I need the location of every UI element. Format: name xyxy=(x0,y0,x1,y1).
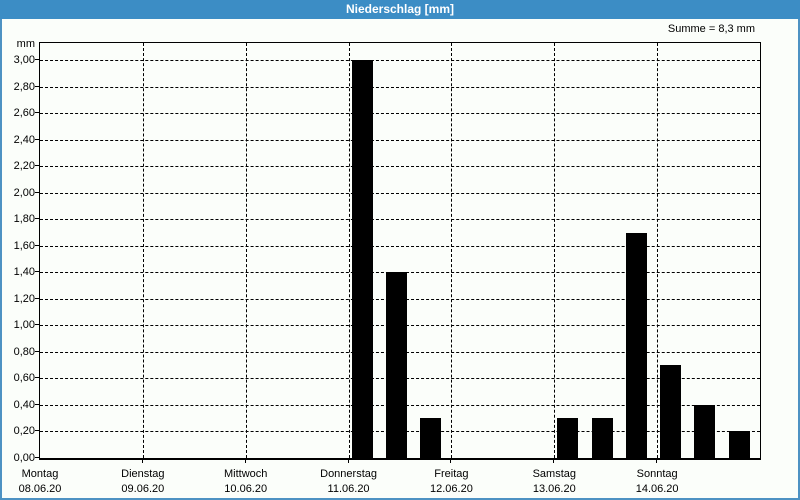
y-tick-label: 0,00 xyxy=(13,452,35,464)
y-tick-label: 0,20 xyxy=(13,425,35,438)
day-name: Mittwoch xyxy=(224,468,268,480)
y-tick-label: 1,60 xyxy=(13,239,35,252)
x-tick xyxy=(141,460,143,463)
y-tick-label: 1,40 xyxy=(13,266,35,279)
title-bar: Niederschlag [mm] xyxy=(0,0,800,19)
chart-title: Niederschlag [mm] xyxy=(345,2,455,16)
y-tick-label: 2,20 xyxy=(13,160,35,173)
day-name: Dienstag xyxy=(121,468,165,480)
y-tick xyxy=(35,191,39,193)
y-tick xyxy=(35,59,39,61)
v-gridline xyxy=(657,43,659,458)
y-tick xyxy=(35,457,39,458)
h-gridline xyxy=(40,166,760,168)
precipitation-bar xyxy=(694,404,716,458)
day-date: 13.06.20 xyxy=(532,483,576,495)
day-label: Freitag 12.06.20 xyxy=(430,467,473,497)
x-tick xyxy=(450,460,452,463)
day-date: 12.06.20 xyxy=(430,483,473,495)
y-tick xyxy=(35,377,39,379)
day-label: Samstag 13.06.20 xyxy=(533,467,576,497)
day-date: 14.06.20 xyxy=(635,483,679,495)
day-name: Sonntag xyxy=(636,468,678,480)
sum-annotation: Summe = 8,3 mm xyxy=(667,23,755,35)
v-gridline xyxy=(245,43,247,458)
h-gridline xyxy=(40,113,760,115)
precipitation-bar xyxy=(385,272,407,458)
h-gridline xyxy=(40,86,760,88)
y-tick xyxy=(35,85,39,87)
y-tick xyxy=(35,430,39,432)
y-tick xyxy=(35,297,39,299)
y-tick-label: 2,00 xyxy=(13,186,35,199)
x-tick xyxy=(553,460,555,463)
precipitation-bar xyxy=(728,431,750,458)
y-tick xyxy=(35,350,39,352)
y-tick-label: 1,20 xyxy=(13,292,35,305)
x-tick xyxy=(656,460,658,463)
y-tick-label: 2,40 xyxy=(13,133,35,146)
y-tick-label: 1,80 xyxy=(13,213,35,226)
day-name: Samstag xyxy=(532,468,576,480)
day-name: Freitag xyxy=(434,468,469,480)
y-tick-label: 3,00 xyxy=(13,54,35,67)
day-label: Sonntag 14.06.20 xyxy=(636,467,679,497)
precipitation-bar xyxy=(351,60,373,458)
y-tick-label: 0,60 xyxy=(13,372,35,385)
precipitation-bar xyxy=(557,418,579,458)
day-label: Donnerstag 11.06.20 xyxy=(320,467,377,497)
h-gridline xyxy=(40,192,760,194)
precipitation-bar xyxy=(591,418,613,458)
h-gridline xyxy=(40,219,760,221)
y-tick xyxy=(35,112,39,114)
day-label: Dienstag 09.06.20 xyxy=(121,467,164,497)
y-tick xyxy=(35,138,39,140)
h-gridline xyxy=(40,60,760,62)
x-tick xyxy=(244,460,246,463)
y-tick-label: 0,80 xyxy=(13,345,35,358)
h-gridline xyxy=(40,139,760,141)
y-tick xyxy=(35,218,39,220)
v-gridline xyxy=(554,43,556,458)
precipitation-bar xyxy=(420,418,442,458)
day-name: Montag xyxy=(21,468,59,480)
y-tick xyxy=(35,403,39,405)
y-tick-label: 2,60 xyxy=(13,107,35,120)
plot-area xyxy=(39,42,761,460)
v-gridline xyxy=(451,43,453,458)
v-gridline xyxy=(142,43,144,458)
y-tick xyxy=(35,244,39,246)
day-date: 08.06.20 xyxy=(18,483,62,495)
day-name: Donnerstag xyxy=(320,468,377,480)
day-date: 10.06.20 xyxy=(224,483,268,495)
y-tick-label: 2,80 xyxy=(13,80,35,93)
y-axis-unit-label: mm xyxy=(16,38,35,50)
y-tick xyxy=(35,271,39,273)
day-date: 11.06.20 xyxy=(327,483,370,495)
precipitation-bar xyxy=(625,232,647,458)
h-gridline xyxy=(40,245,760,247)
day-label: Mittwoch 10.06.20 xyxy=(224,467,267,497)
x-tick xyxy=(347,460,349,463)
y-tick-label: 0,40 xyxy=(13,398,35,411)
y-tick xyxy=(35,324,39,326)
y-tick xyxy=(35,165,39,167)
day-label: Montag 08.06.20 xyxy=(19,467,62,497)
plot-grid-and-bars xyxy=(40,43,760,458)
precipitation-bar xyxy=(660,365,682,458)
y-tick-label: 1,00 xyxy=(13,319,35,332)
day-date: 09.06.20 xyxy=(121,483,165,495)
v-gridline xyxy=(348,43,350,458)
